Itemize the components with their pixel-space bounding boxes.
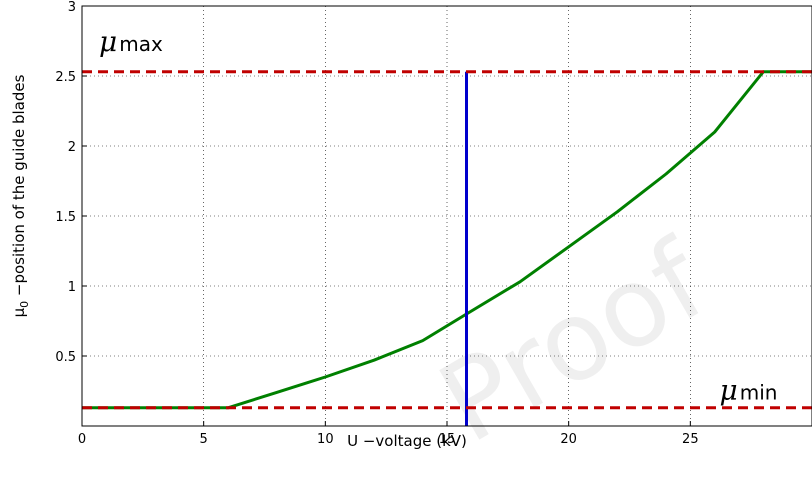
y-tick-label: 1.5 <box>55 210 76 225</box>
y-tick-label: 2 <box>68 140 76 155</box>
y-tick-label: 0.5 <box>55 350 76 365</box>
mu-max-label: μ max <box>99 25 163 58</box>
x-tick-label: 0 <box>78 432 86 447</box>
y-tick-label: 1 <box>68 280 76 295</box>
y-tick-label: 2.5 <box>55 70 76 85</box>
x-tick-label: 25 <box>682 432 699 447</box>
mu-min-symbol: μ <box>720 373 738 406</box>
mu-max-subscript: max <box>119 32 163 56</box>
x-tick-label: 5 <box>200 432 208 447</box>
x-tick-label: 10 <box>317 432 334 447</box>
grid <box>82 6 812 426</box>
mu-max-symbol: μ <box>99 25 117 58</box>
y-axis-label-subscript: 0 <box>18 301 31 308</box>
mu-min-label: μ min <box>720 373 778 406</box>
y-axis-label-symbol: μ <box>10 307 28 317</box>
y-axis-label: μ0 −position of the guide blades <box>10 74 31 317</box>
y-tick-label: 3 <box>68 0 76 15</box>
y-axis-label-text: −position of the guide blades <box>10 74 28 300</box>
mu-min-subscript: min <box>740 380 778 404</box>
x-axis-label: U −voltage (kV) <box>347 432 467 450</box>
x-tick-label: 20 <box>560 432 577 447</box>
